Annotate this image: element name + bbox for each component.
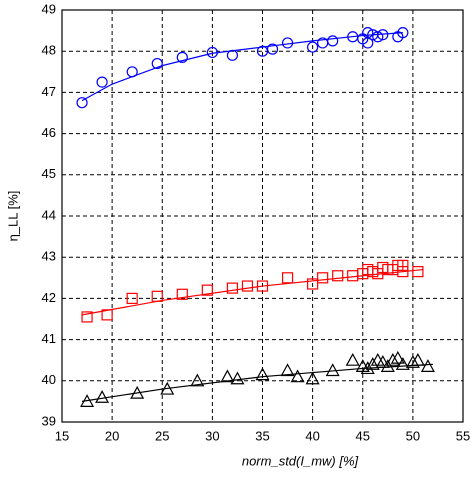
plot-frame [61,9,464,423]
y-tick-label: 44 [42,207,56,222]
x-tick-label: 25 [155,428,169,443]
point [96,76,108,88]
point [151,290,163,302]
point [281,272,294,284]
fit-line [81,32,403,102]
point [266,43,279,55]
x-tick-label: 50 [406,428,420,443]
point [307,41,319,53]
x-tick-label: 35 [255,428,269,443]
point [256,280,269,292]
y-tick-label: 43 [42,249,56,264]
point [412,266,424,278]
point [360,361,375,375]
point [307,278,319,290]
point [317,272,329,284]
point [377,29,389,41]
point [420,359,435,372]
x-tick-label: 55 [456,428,470,443]
point [81,311,93,323]
point [405,355,420,368]
point [365,357,380,370]
point [345,352,360,366]
point [176,51,188,63]
point [220,369,235,383]
point [160,381,175,395]
point [126,292,138,304]
x-tick-label: 40 [305,428,319,443]
point [76,97,88,109]
point [380,359,395,372]
point [397,259,409,272]
point [226,282,239,294]
point [362,37,374,49]
y-tick-label: 45 [42,166,56,181]
point [397,27,409,39]
y-tick-label: 46 [42,125,56,140]
y-tick-label: 48 [42,43,56,58]
point [390,350,405,364]
point [255,367,270,381]
point [375,355,390,368]
x-tick-label: 15 [55,428,69,443]
x-tick-label: 20 [105,428,119,443]
point [126,66,138,78]
y-tick-label: 49 [42,1,56,16]
y-tick-label: 40 [42,372,56,387]
y-tick-label: 42 [42,290,56,305]
point [395,357,410,370]
x-axis-label: norm_std(I_mw) [%] [242,453,359,468]
point [305,371,320,385]
point [130,385,145,399]
point [95,390,110,403]
x-tick-label: 30 [205,428,219,443]
y-axis-label: η_LL [%] [5,191,20,242]
point [176,288,188,300]
point [101,309,113,321]
y-tick-label: 47 [42,84,56,99]
point [151,57,163,70]
point [332,270,344,282]
point [397,266,409,278]
point [410,352,425,366]
y-tick-label: 41 [42,331,56,346]
point [280,363,295,377]
point [206,46,218,59]
point [290,369,305,383]
point [190,373,205,387]
point [281,37,294,49]
point [230,371,245,385]
x-tick-label: 45 [356,428,370,443]
point [241,280,254,292]
point [372,31,384,43]
point [385,352,400,366]
point [327,35,339,47]
y-tick-label: 39 [42,413,56,428]
point [201,284,213,296]
point [80,394,95,407]
point [325,363,340,377]
point [226,49,239,61]
